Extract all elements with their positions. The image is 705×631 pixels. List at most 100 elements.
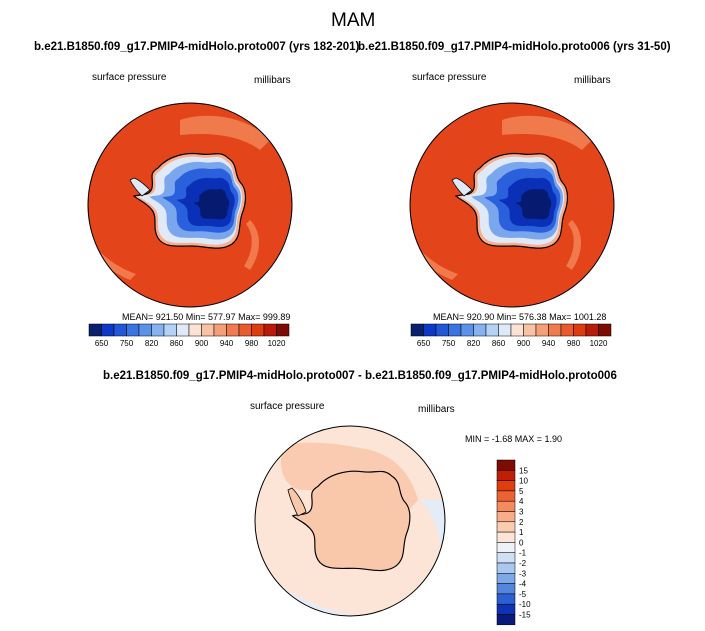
panel1-units: millibars: [254, 75, 291, 86]
panel2-colorbar-cell: [573, 323, 587, 337]
diff-colorbar-cell: [496, 593, 516, 605]
diff-colorbar-label: -4: [519, 580, 527, 589]
panel2-colorbar-label: 820: [467, 339, 481, 348]
diff-colorbar-cell: [496, 562, 516, 574]
diff-colorbar-label: -10: [519, 600, 531, 609]
panel2-colorbar-label: 650: [417, 339, 431, 348]
diff-colorbar-label: -3: [519, 569, 527, 578]
diff-map-boundary: [254, 425, 446, 617]
panel2-colorbar-cell: [448, 323, 462, 337]
diff-colorbar-cell: [496, 459, 516, 471]
panel2-colorbar-label: 1020: [590, 339, 608, 348]
antarctic-peninsula: [287, 487, 307, 517]
panel1-colorbar-cell: [88, 323, 102, 337]
diff-colorbar-cell: [496, 511, 516, 523]
panel1-colorbar-cell: [163, 323, 177, 337]
panel1-var-label: surface pressure: [92, 72, 167, 83]
diff-colorbar-cell: [496, 531, 516, 543]
panel2-colorbar-cell: [485, 323, 499, 337]
panel2-colorbar-cell: [560, 323, 574, 337]
pressure-anomaly-band: [566, 220, 581, 270]
diff-colorbar-label: 15: [519, 466, 528, 475]
panel2-colorbar-cell: [523, 323, 537, 337]
pressure-anomaly-band: [94, 250, 136, 280]
panel1-colorbar-cell: [213, 323, 227, 337]
panel2-colorbar-cell: [510, 323, 524, 337]
panel2-var-label: surface pressure: [412, 72, 487, 83]
pressure-anomaly-band: [180, 115, 270, 150]
diff-colorbar-label: -2: [519, 559, 527, 568]
panel1-colorbar-cell: [138, 323, 152, 337]
figure-title: MAM: [331, 10, 376, 31]
diff-map: [254, 425, 446, 617]
diff-colorbar-label: 10: [519, 477, 528, 486]
panel1-colorbar-cell: [251, 323, 265, 337]
panel1-map: [87, 102, 293, 308]
panel2-colorbar-label: 940: [542, 339, 556, 348]
panel2-colorbar-cell: [598, 323, 612, 337]
panel1-colorbar-cell: [201, 323, 215, 337]
panel2-colorbar-cell: [548, 323, 562, 337]
panel1-colorbar-label: 750: [120, 339, 134, 348]
panel1-colorbar-cell: [101, 323, 115, 337]
panel1-colorbar-cell: [176, 323, 190, 337]
panel1-colorbar-cell: [226, 323, 240, 337]
panel2-colorbar-cell: [435, 323, 449, 337]
panel1-colorbar-label: 900: [195, 339, 209, 348]
pressure-anomaly-band: [502, 115, 592, 150]
panel1-colorbar-cell: [126, 323, 140, 337]
diff-colorbar-label: 4: [519, 497, 524, 506]
panel2-map: [409, 102, 615, 308]
panel1-colorbar-cell: [276, 323, 290, 337]
panel2-map-boundary: [409, 102, 615, 308]
panel1-colorbar-label: 940: [220, 339, 234, 348]
panel1-colorbar-cell: [238, 323, 252, 337]
panel2-stats: MEAN= 920.90 Min= 576.38 Max= 1001.28: [433, 312, 607, 322]
panel1-colorbar-label: 980: [245, 339, 259, 348]
diff-colorbar-cell: [496, 521, 516, 533]
diff-colorbar-cell: [496, 500, 516, 512]
panel1-colorbar-cell: [188, 323, 202, 337]
panel2-colorbar-cell: [410, 323, 424, 337]
diff-units: millibars: [418, 404, 455, 415]
panel2-colorbar-label: 750: [442, 339, 456, 348]
diff-colorbar-cell: [496, 552, 516, 564]
panel1-colorbar-label: 1020: [268, 339, 286, 348]
panel2-colorbar-cell: [498, 323, 512, 337]
diff-colorbar-cell: [496, 583, 516, 595]
diff-colorbar-cell: [496, 480, 516, 492]
panel1-colorbar-cell: [263, 323, 277, 337]
diff-colorbar-label: 0: [519, 538, 524, 547]
diff-colorbar-cell: [496, 614, 516, 626]
panel2-colorbar-cell: [535, 323, 549, 337]
antarctic-peninsula: [451, 177, 473, 197]
diff-colorbar-label: 3: [519, 508, 524, 517]
panel2-title: b.e21.B1850.f09_g17.PMIP4-midHolo.proto0…: [358, 41, 671, 53]
panel2-colorbar-label: 860: [492, 339, 506, 348]
panel2-colorbar-label: 900: [517, 339, 531, 348]
panel2-colorbar-cell: [423, 323, 437, 337]
panel2-colorbar-cell: [585, 323, 599, 337]
diff-var-label: surface pressure: [250, 401, 325, 412]
panel1-stats: MEAN= 921.50 Min= 577.97 Max= 999.89: [122, 312, 291, 322]
diff-colorbar-cell: [496, 490, 516, 502]
diff-colorbar-cell: [496, 603, 516, 615]
diff-colorbar-label: 5: [519, 487, 524, 496]
diff-colorbar-cell: [496, 573, 516, 584]
diff-colorbar-label: -1: [519, 549, 527, 558]
diff-colorbar-label: 2: [519, 518, 524, 527]
panel1-map-boundary: [87, 102, 293, 308]
diff-colorbar-cell: [496, 470, 516, 481]
antarctic-peninsula: [129, 177, 151, 197]
panel2-colorbar-label: 980: [567, 339, 581, 348]
panel1-colorbar-label: 650: [95, 339, 109, 348]
diff-colorbar-label: -5: [519, 590, 527, 599]
panel1-colorbar-cell: [113, 323, 127, 337]
diff-stats: MIN = -1.68 MAX = 1.90: [465, 434, 563, 444]
panel2-colorbar-cell: [473, 323, 487, 337]
diff-colorbar-cell: [496, 542, 516, 553]
panel2-units: millibars: [574, 75, 611, 86]
panel1-title: b.e21.B1850.f09_g17.PMIP4-midHolo.proto0…: [34, 41, 360, 53]
panel1-colorbar-cell: [151, 323, 165, 337]
